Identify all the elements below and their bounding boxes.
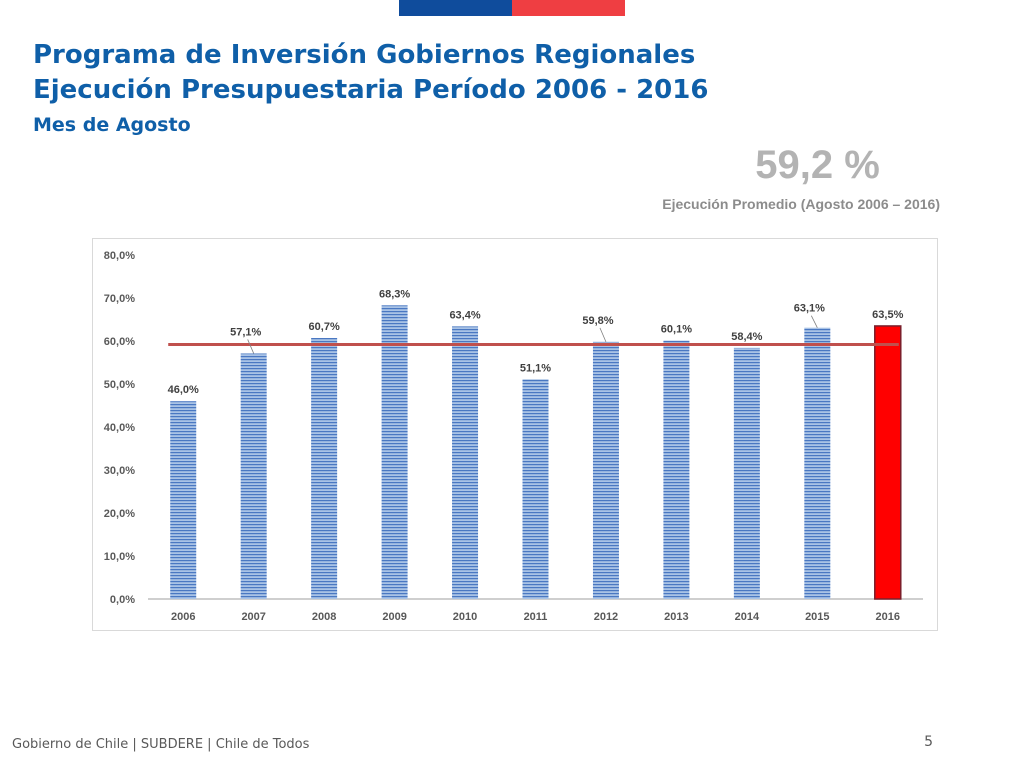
y-tick-label: 60,0% [104, 336, 135, 348]
data-label-2012: 59,8% [582, 315, 613, 327]
data-label-leader [810, 315, 818, 328]
y-tick-label: 50,0% [104, 379, 135, 391]
data-label-2006: 46,0% [168, 384, 199, 396]
bar-2015 [804, 327, 831, 599]
bar-2010 [452, 326, 479, 599]
data-label-2013: 60,1% [661, 324, 692, 336]
bar-2016 [874, 325, 902, 600]
x-tick-label: 2007 [241, 611, 265, 623]
x-tick-label: 2014 [735, 611, 760, 623]
bar-chart: 0,0% 10,0% 20,0% 30,0% 40,0% 50,0% 60,0% 70,0% 8… [104, 250, 923, 623]
bar-2011 [522, 379, 549, 599]
footer-text: Gobierno de Chile | SUBDERE | Chile de T… [12, 737, 310, 752]
data-label-2011: 51,1% [520, 362, 551, 374]
x-tick-label: 2016 [876, 611, 900, 623]
slide-title: Programa de Inversión Gobiernos Regional… [33, 38, 708, 108]
flag-stripe-red [512, 0, 625, 16]
average-label: Ejecución Promedio (Agosto 2006 – 2016) [662, 196, 940, 212]
x-tick-label: 2010 [453, 611, 477, 623]
x-tick-label: 2012 [594, 611, 618, 623]
flag-stripe-blue [399, 0, 512, 16]
y-tick-label: 80,0% [104, 250, 135, 262]
x-tick-label: 2008 [312, 611, 336, 623]
y-tick-label: 10,0% [104, 551, 135, 563]
data-label-2016: 63,5% [872, 309, 903, 321]
x-tick-label: 2011 [524, 611, 548, 623]
data-label-2008: 60,7% [309, 321, 340, 333]
bar-2014 [733, 347, 760, 599]
bar-2007 [240, 353, 267, 599]
x-tick-label: 2013 [664, 611, 688, 623]
bar-2013 [663, 340, 690, 599]
average-value: 59,2 % [755, 143, 880, 187]
x-tick-label: 2009 [382, 611, 406, 623]
bar-2008 [311, 337, 338, 599]
x-tick-label: 2006 [171, 611, 195, 623]
data-label-2007: 57,1% [230, 326, 261, 338]
y-tick-label: 30,0% [104, 465, 135, 477]
data-label-2014: 58,4% [731, 331, 762, 343]
data-label-leader [247, 339, 255, 354]
bar-2006 [170, 401, 197, 599]
slide-subtitle: Mes de Agosto [33, 114, 191, 136]
title-line-1: Programa de Inversión Gobiernos Regional… [33, 40, 696, 70]
y-tick-label: 0,0% [110, 594, 135, 606]
y-tick-label: 40,0% [104, 422, 135, 434]
y-tick-label: 20,0% [104, 508, 135, 520]
data-label-2010: 63,4% [449, 309, 480, 321]
data-label-leader [599, 327, 607, 343]
data-label-2009: 68,3% [379, 288, 410, 300]
title-line-2: Ejecución Presupuestaria Período 2006 - … [33, 75, 709, 105]
bar-2012 [592, 341, 619, 599]
x-tick-label: 2015 [805, 611, 829, 623]
chart-container: 0,0% 10,0% 20,0% 30,0% 40,0% 50,0% 60,0% 70,0% 8… [92, 238, 938, 631]
bar-2009 [381, 305, 408, 599]
y-tick-label: 70,0% [104, 293, 135, 305]
data-label-2015: 63,1% [794, 303, 825, 315]
page-number: 5 [924, 734, 933, 750]
